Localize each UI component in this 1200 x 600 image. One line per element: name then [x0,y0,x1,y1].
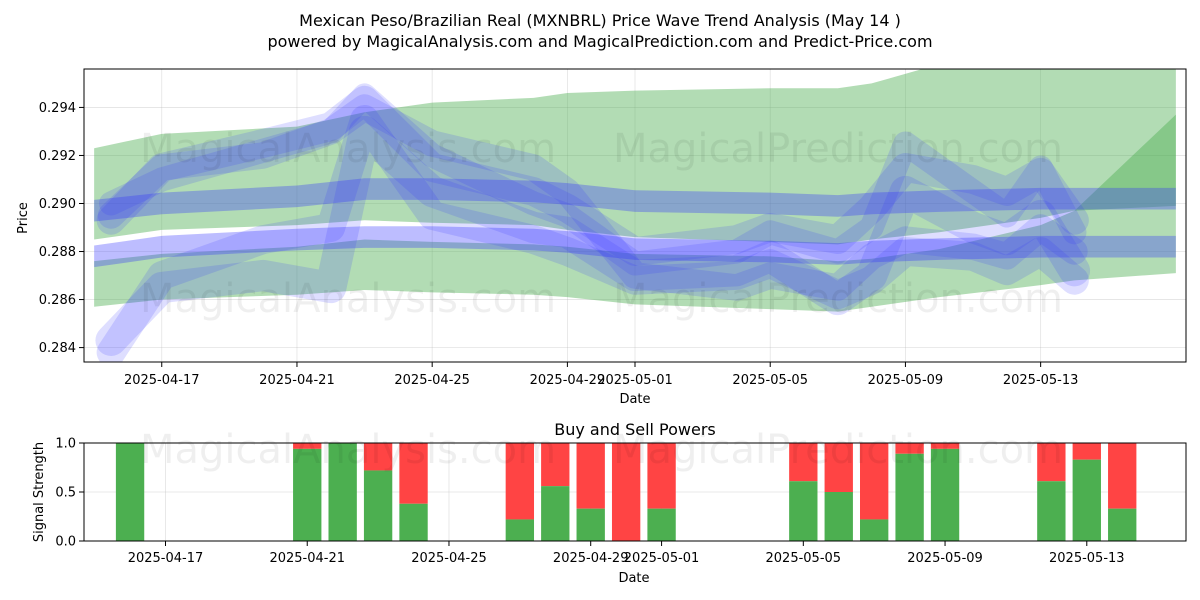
signal-y-axis-label: Signal Strength [32,442,47,542]
watermark-right-mid: MagicalPrediction.com [613,276,1063,322]
sell-power-bar [647,443,676,509]
signal-y-tick-label: 0.5 [55,486,76,501]
watermark-left-bottom: MagicalAnalysis.com [140,427,556,473]
price-y-tick-label: 0.292 [39,149,76,164]
blue-trend-band [94,178,1176,222]
buy-power-bar [505,519,535,541]
buy-power-bar [115,443,145,541]
buy-sell-title: Buy and Sell Powers [554,420,716,439]
blue-trend-band [94,226,1176,268]
blue-wave-line [99,83,1087,276]
price-y-tick-label: 0.294 [39,101,76,116]
green-trend-band [94,69,1176,245]
buy-power-bar [860,519,889,541]
watermark-right-top: MagicalPrediction.com [613,126,1063,172]
chart-title-line1: Mexican Peso/Brazilian Real (MXNBRL) Pri… [299,11,901,30]
price-bands [94,69,1176,362]
buy-power-bar [363,470,393,541]
blue-wave-line [95,115,1091,356]
buy-power-bar [1108,508,1137,541]
price-grid [84,69,1186,362]
price-x-tick-label: 2025-05-13 [1003,373,1079,388]
price-x-tick-label: 2025-04-25 [394,373,470,388]
price-y-tick-label: 0.290 [39,197,76,212]
watermark-left-top: MagicalAnalysis.com [140,126,556,172]
sell-power-bar [1037,443,1066,482]
sell-power-bar [576,443,605,509]
signal-x-tick-label: 2025-05-05 [766,551,842,566]
buy-sell-panel: Buy and Sell Powers MagicalAnalysis.com … [32,420,1187,586]
buy-power-bar [647,508,676,541]
price-x-tick-label: 2025-05-05 [732,373,808,388]
signal-x-tick-label: 2025-05-13 [1049,551,1125,566]
sell-power-bar [611,443,641,541]
signal-bars [115,443,1137,541]
buy-power-bar [824,492,853,541]
watermark-right-bottom: MagicalPrediction.com [613,427,1063,473]
price-x-axis-label: Date [619,392,650,407]
signal-x-tick-label: 2025-04-21 [269,551,345,566]
price-x-tick-label: 2025-04-29 [530,373,606,388]
signal-y-tick-label: 1.0 [55,437,76,452]
sell-power-bar [1108,443,1137,509]
buy-power-bar [541,486,570,541]
price-x-tick-label: 2025-05-01 [597,373,673,388]
sell-power-bar [399,443,428,504]
signal-x-tick-label: 2025-04-29 [553,551,629,566]
signal-x-tick-label: 2025-04-25 [411,551,487,566]
price-x-tick-label: 2025-04-21 [259,373,335,388]
sell-power-bar [824,443,853,492]
price-y-tick-label: 0.288 [39,245,76,260]
buy-power-bar [1037,481,1066,541]
sell-power-bar [930,443,960,449]
buy-power-bar [930,448,960,541]
price-x-tick-label: 2025-05-09 [868,373,944,388]
signal-x-axis-label: Date [618,571,649,586]
buy-power-bar [1072,459,1101,541]
price-y-tick-label: 0.284 [39,341,76,356]
green-trend-band [94,114,1176,312]
blue-wave-line [96,105,1089,362]
price-x-tick-label: 2025-04-17 [124,373,200,388]
sell-power-bar [860,443,889,520]
chart-title-line2: powered by MagicalAnalysis.com and Magic… [267,32,932,51]
blue-wave-line [97,94,1088,301]
sell-power-bar [293,443,322,449]
buy-power-bar [789,481,818,541]
sell-power-bar [505,443,535,520]
sell-power-bar [541,443,570,487]
sell-power-bar [895,443,924,454]
sell-power-bar [789,443,818,482]
buy-power-bar [328,443,357,541]
signal-axis-ticks: 2025-04-17 2025-04-21 2025-04-25 2025-04-29… [55,437,1124,567]
watermark-left-mid: MagicalAnalysis.com [140,276,556,322]
price-y-axis-label: Price [16,202,31,234]
buy-power-bar [576,508,605,541]
buy-power-bar [399,503,428,541]
buy-power-bar [895,453,924,541]
buy-power-bar [293,448,322,541]
price-wave-panel: MagicalAnalysis.com MagicalPrediction.co… [16,68,1187,407]
sell-power-bar [363,443,393,471]
signal-y-tick-label: 0.0 [55,535,76,550]
price-plot-background [84,69,1186,362]
signal-x-tick-label: 2025-05-09 [907,551,983,566]
signal-x-tick-label: 2025-04-17 [128,551,204,566]
sell-power-bar [1072,443,1101,460]
blue-wave-line [96,85,1089,266]
signal-x-tick-label: 2025-05-01 [624,551,700,566]
price-axis-ticks: 2025-04-17 2025-04-21 2025-04-25 2025-04-29… [39,101,1079,388]
price-y-tick-label: 0.286 [39,293,76,308]
